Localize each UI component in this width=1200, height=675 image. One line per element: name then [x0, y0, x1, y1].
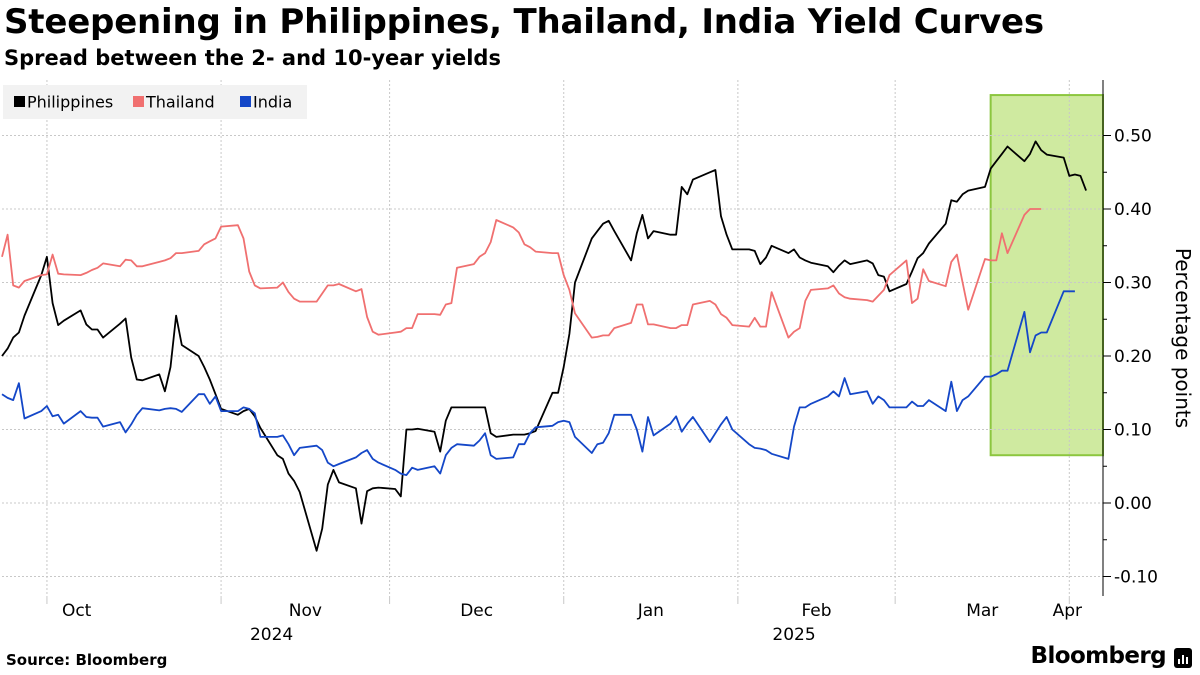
x-month-label: Oct — [62, 601, 92, 621]
x-month-label: Mar — [966, 601, 998, 621]
legend-label-philippines: Philippines — [27, 93, 113, 112]
highlight-box — [989, 94, 1105, 457]
y-tick-label: 0.40 — [1114, 200, 1152, 220]
y-axis-title: Percentage points — [1171, 248, 1195, 428]
x-month-label: Apr — [1053, 601, 1082, 621]
brand-logo-text: Bloomberg — [1030, 643, 1167, 669]
bloomberg-bars-icon — [1174, 648, 1192, 668]
legend-label-thailand: Thailand — [145, 93, 215, 112]
x-month-label: Jan — [637, 601, 664, 621]
y-tick-label: 0.20 — [1114, 347, 1152, 367]
series-line-philippines — [1, 140, 1087, 552]
legend-swatch-philippines — [14, 96, 25, 107]
x-year-label: 2025 — [772, 625, 815, 645]
x-month-label: Nov — [289, 601, 322, 621]
x-year-label: 2024 — [250, 625, 293, 645]
y-tick-label: 0.30 — [1114, 274, 1152, 294]
source-note: Source: Bloomberg — [6, 651, 168, 669]
series-line-thailand — [1, 208, 1042, 339]
series-line-india — [1, 290, 1075, 477]
legend-label-india: India — [253, 93, 292, 112]
legend-box — [3, 85, 307, 119]
y-tick-label: -0.10 — [1114, 568, 1158, 588]
y-tick-label: 0.10 — [1114, 421, 1152, 441]
chart-subtitle: Spread between the 2- and 10-year yields — [4, 46, 501, 70]
chart-title: Steepening in Philippines, Thailand, Ind… — [4, 2, 1044, 42]
x-month-label: Feb — [801, 601, 831, 621]
x-month-label: Dec — [460, 601, 493, 621]
legend-swatch-thailand — [133, 96, 144, 107]
legend-swatch-india — [240, 96, 251, 107]
y-tick-label: 0.00 — [1114, 494, 1152, 514]
y-tick-label: 0.50 — [1114, 127, 1152, 147]
